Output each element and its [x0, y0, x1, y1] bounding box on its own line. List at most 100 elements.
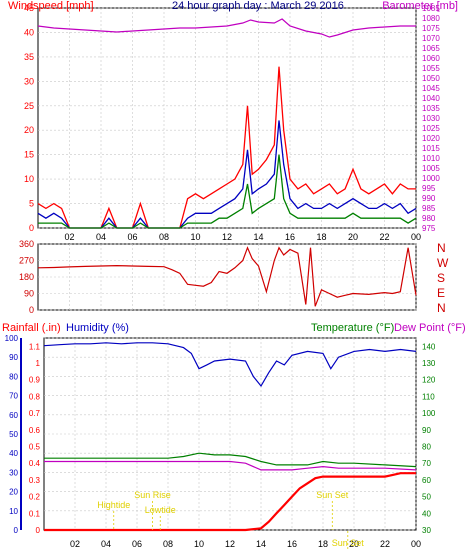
- x-tick-label-bottom: 16: [287, 539, 297, 549]
- dewpoint-axis-label: Dew Point (°F): [394, 322, 466, 334]
- direction-tick-label: 90: [24, 289, 34, 299]
- barometer-tick-label: 1000: [422, 174, 440, 183]
- wind-direction-line: [37, 246, 417, 307]
- humidity-tick-label: 100: [5, 334, 19, 343]
- x-tick-label-bottom: 10: [194, 539, 204, 549]
- windspeed-axis-label: Windspeed [mph]: [8, 0, 94, 12]
- x-tick-label-top: 20: [348, 232, 358, 242]
- series-layer: [37, 18, 417, 549]
- barometer-line: [37, 18, 416, 38]
- annotation-label: Lowtide: [145, 505, 176, 515]
- compass-label: N: [437, 241, 446, 255]
- compass-label: N: [437, 301, 446, 315]
- temperature-line: [44, 452, 417, 468]
- x-tick-label-top: 08: [159, 232, 169, 242]
- tick-layer: 0202040406060808101012121414161618182020…: [5, 3, 449, 549]
- annotation-label: Sun Rise: [134, 490, 171, 500]
- x-tick-label-top: 04: [96, 232, 106, 242]
- barometer-tick-label: 1050: [422, 74, 440, 83]
- humidity-axis-label: Humidity (%): [66, 322, 129, 334]
- barometer-tick-label: 1020: [422, 134, 440, 143]
- temperature-tick-label: 60: [422, 476, 431, 485]
- rainfall-axis-label: Rainfall (.in): [2, 322, 61, 334]
- direction-tick-label: 180: [19, 272, 34, 282]
- x-tick-label-top: 22: [379, 232, 389, 242]
- rain-tick-label: 1.1: [29, 342, 41, 351]
- humidity-tick-label: 60: [9, 411, 18, 420]
- x-tick-label-top: 12: [222, 232, 232, 242]
- temperature-axis-label: Temperature (°F): [311, 322, 394, 334]
- temperature-tick-label: 70: [422, 459, 431, 468]
- barometer-tick-label: 1035: [422, 104, 440, 113]
- temperature-tick-label: 50: [422, 493, 431, 502]
- barometer-tick-label: 1080: [422, 14, 440, 23]
- humidity-tick-label: 90: [9, 353, 18, 362]
- dewpoint-line: [44, 460, 417, 471]
- rain-tick-label: 0.6: [29, 426, 41, 435]
- humidity-tick-label: 50: [9, 430, 18, 439]
- x-tick-label-bottom: 22: [380, 539, 390, 549]
- x-tick-label-top: 06: [127, 232, 137, 242]
- annotation-label: Sun Set: [316, 490, 349, 500]
- barometer-tick-label: 1025: [422, 124, 440, 133]
- rain-tick-label: 0.2: [29, 493, 41, 502]
- x-tick-label-top: 00: [411, 232, 421, 242]
- rain-tick-label: 0.7: [29, 409, 41, 418]
- barometer-tick-label: 1055: [422, 64, 440, 73]
- barometer-tick-label: 1070: [422, 34, 440, 43]
- x-tick-label-top: 14: [253, 232, 263, 242]
- barometer-tick-label: 1040: [422, 94, 440, 103]
- rain-tick-label: 0: [36, 526, 41, 535]
- annotation-label: Hightide: [97, 500, 130, 510]
- barometer-tick-label: 1065: [422, 44, 440, 53]
- x-tick-label-bottom: 12: [225, 539, 235, 549]
- humidity-tick-label: 0: [14, 526, 19, 535]
- barometer-tick-label: 975: [422, 224, 436, 233]
- annotation-label: Sun Set: [332, 538, 365, 548]
- barometer-tick-label: 1060: [422, 54, 440, 63]
- direction-tick-label: 270: [19, 256, 34, 266]
- humidity-tick-label: 80: [9, 372, 18, 381]
- wind-tick-label: 40: [24, 27, 34, 37]
- x-tick-label-top: 18: [316, 232, 326, 242]
- rain-tick-label: 0.9: [29, 376, 41, 385]
- compass-label: E: [437, 286, 445, 300]
- x-tick-label-bottom: 04: [101, 539, 111, 549]
- humidity-line: [43, 342, 417, 388]
- temperature-tick-label: 110: [422, 392, 435, 401]
- barometer-tick-label: 980: [422, 214, 436, 223]
- wind-gust-line: [37, 66, 416, 229]
- wind-tick-label: 20: [24, 125, 34, 135]
- barometer-tick-label: 995: [422, 184, 436, 193]
- humidity-tick-label: 40: [9, 449, 18, 458]
- wind-tick-label: 10: [24, 174, 34, 184]
- x-tick-label-top: 16: [285, 232, 295, 242]
- rain-tick-label: 0.1: [29, 509, 41, 518]
- rain-tick-label: 0.3: [29, 476, 41, 485]
- barometer-tick-label: 1045: [422, 84, 440, 93]
- temperature-tick-label: 90: [422, 426, 431, 435]
- barometer-tick-label: 985: [422, 204, 436, 213]
- wind-tick-label: 30: [24, 76, 34, 86]
- compass-label: S: [437, 271, 445, 285]
- barometer-tick-label: 1015: [422, 144, 440, 153]
- barometer-axis-label: Barometer [mb]: [382, 0, 458, 12]
- temperature-tick-label: 80: [422, 443, 431, 452]
- wind-tick-label: 25: [24, 101, 34, 111]
- x-tick-label-top: 02: [64, 232, 74, 242]
- barometer-tick-label: 990: [422, 194, 436, 203]
- humidity-tick-label: 30: [9, 468, 18, 477]
- x-tick-label-top: 10: [190, 232, 200, 242]
- rain-tick-label: 0.8: [29, 392, 41, 401]
- chart-title: 24 hour graph day : March 29 2016: [172, 0, 344, 12]
- rain-tick-label: 0.5: [29, 443, 41, 452]
- wind-low-line: [38, 154, 417, 229]
- wind-tick-label: 15: [24, 150, 34, 160]
- x-tick-label-bottom: 14: [256, 539, 266, 549]
- temperature-tick-label: 30: [422, 526, 431, 535]
- x-tick-label-bottom: 18: [318, 539, 328, 549]
- temperature-tick-label: 140: [422, 342, 436, 351]
- direction-tick-label: 360: [19, 239, 34, 249]
